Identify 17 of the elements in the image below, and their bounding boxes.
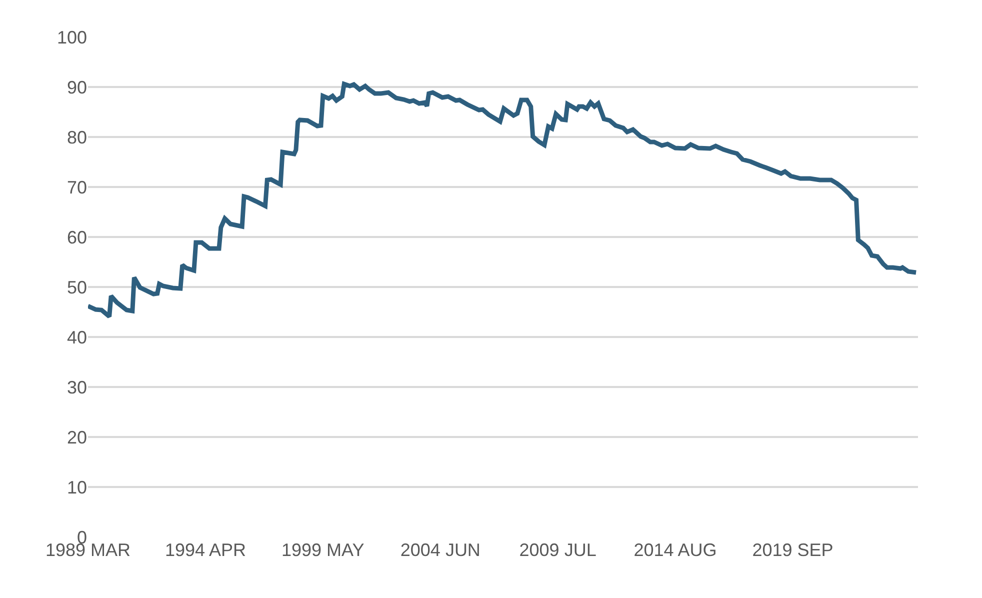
y-tick-label: 30 [66, 377, 87, 398]
y-tick-label: 50 [66, 277, 87, 298]
x-tick-label: 1999 MAY [282, 540, 364, 560]
y-tick-label: 100 [56, 27, 87, 48]
y-tick-label: 90 [66, 77, 87, 98]
x-tick-label: 2019 SEP [752, 540, 834, 560]
y-tick-label: 70 [66, 177, 87, 198]
y-tick-label: 80 [66, 127, 87, 148]
x-tick-label: 1994 APR [164, 540, 246, 560]
line-series [88, 82, 918, 319]
y-tick-label: 10 [66, 477, 87, 498]
x-tick-label: 2004 JUN [400, 540, 480, 560]
x-tick-label: 2014 AUG [634, 540, 717, 560]
y-tick-label: 20 [66, 427, 87, 448]
x-tick-label: 2009 JUL [519, 540, 596, 560]
y-tick-label: 40 [66, 327, 87, 348]
y-tick-label: 60 [66, 227, 87, 248]
